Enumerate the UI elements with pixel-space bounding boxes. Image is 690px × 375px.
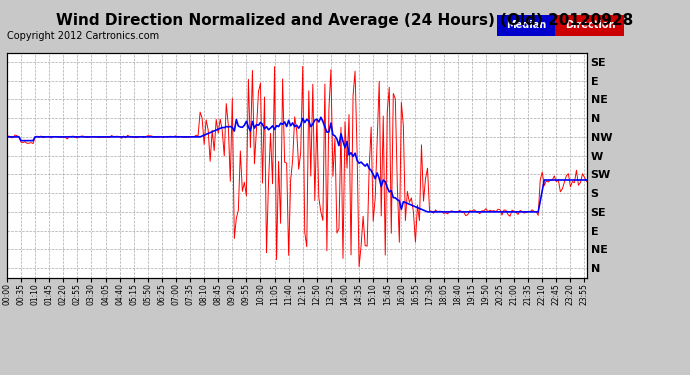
Text: Direction: Direction bbox=[564, 20, 615, 30]
Text: Copyright 2012 Cartronics.com: Copyright 2012 Cartronics.com bbox=[7, 32, 159, 41]
Text: Median: Median bbox=[506, 20, 546, 30]
Text: Wind Direction Normalized and Average (24 Hours) (Old) 20120928: Wind Direction Normalized and Average (2… bbox=[57, 13, 633, 28]
